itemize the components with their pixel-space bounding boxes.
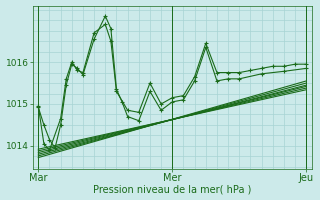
X-axis label: Pression niveau de la mer( hPa ): Pression niveau de la mer( hPa ) — [93, 184, 252, 194]
